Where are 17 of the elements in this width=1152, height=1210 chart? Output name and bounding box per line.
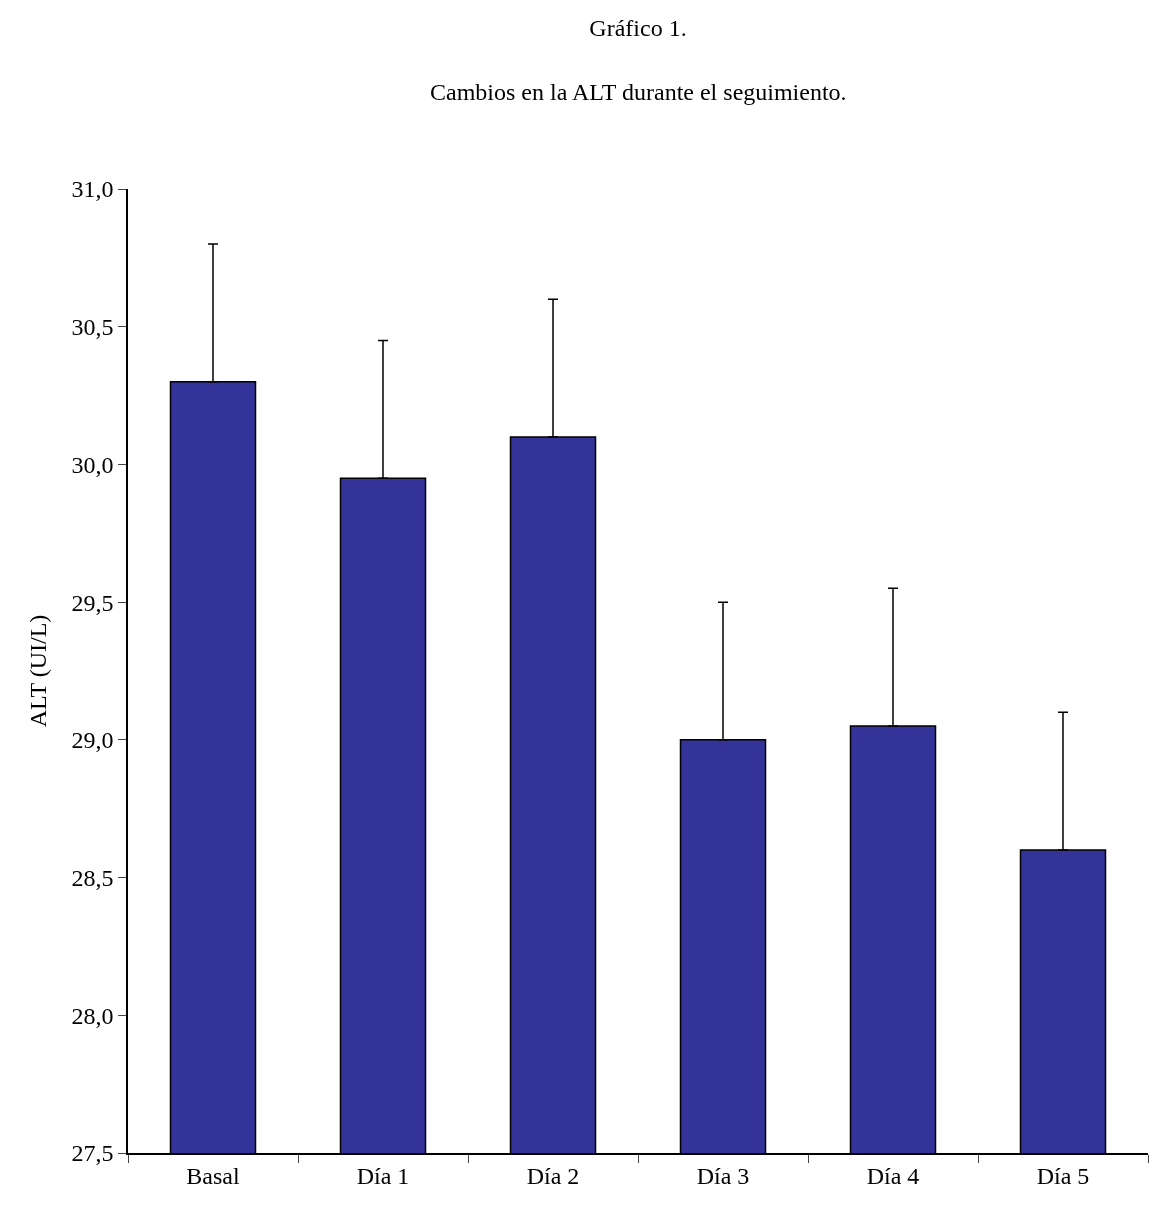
y-tick-label: 30,0: [71, 451, 114, 478]
x-tick-label: Día 1: [356, 1162, 410, 1189]
x-tick-label: Día 5: [1036, 1162, 1090, 1189]
y-tick-label: 29,0: [71, 727, 114, 754]
y-tick-label: 28,0: [71, 1002, 114, 1029]
x-tick-label: Día 2: [526, 1162, 580, 1189]
y-tick-label: 29,5: [71, 589, 114, 616]
y-tick-label: 28,5: [71, 864, 114, 891]
chart-title: Gráfico 1.: [589, 15, 687, 42]
x-tick-label: Día 3: [696, 1162, 750, 1189]
y-tick-label: 31,0: [71, 176, 114, 203]
y-tick-label: 27,5: [71, 1140, 114, 1167]
y-axis-title: ALT (UI/L): [25, 614, 52, 728]
x-tick-label: Día 4: [866, 1162, 920, 1189]
x-tick-label: Basal: [186, 1162, 240, 1189]
chart-subtitle: Cambios en la ALT durante el seguimiento.: [430, 79, 847, 105]
y-tick-label: 30,5: [71, 314, 114, 341]
